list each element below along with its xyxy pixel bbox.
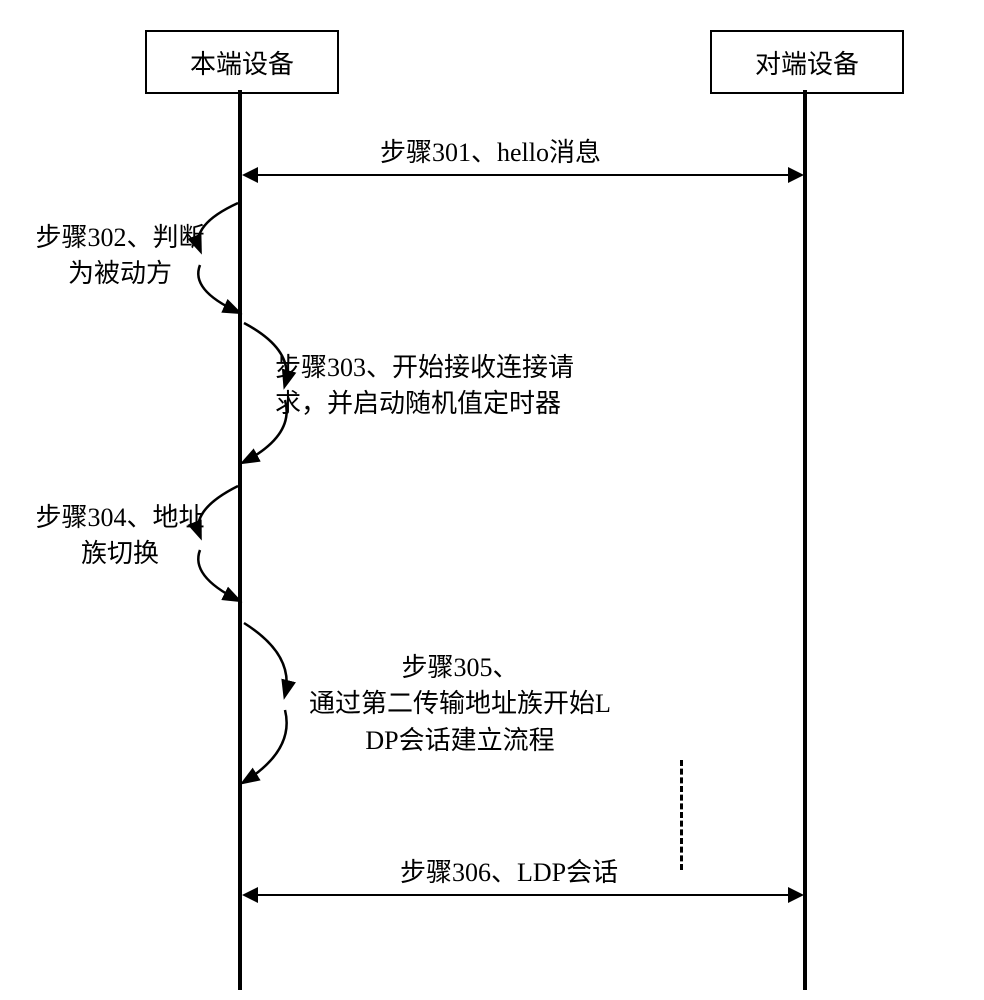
arrowhead-step306-left [242, 887, 258, 903]
label-step302: 步骤302、判断 为被动方 [20, 220, 220, 293]
label-step301: 步骤301、hello消息 [380, 135, 601, 171]
participant-remote-label: 对端设备 [755, 44, 859, 81]
arrow-step301 [252, 174, 792, 176]
dashed-continuation [680, 760, 683, 870]
participant-local: 本端设备 [145, 30, 339, 94]
participant-local-label: 本端设备 [190, 44, 294, 81]
label-step304: 步骤304、地址 族切换 [20, 500, 220, 573]
lifeline-remote [803, 90, 807, 990]
participant-remote: 对端设备 [710, 30, 904, 94]
label-step305: 步骤305、 通过第二传输地址族开始L DP会话建立流程 [290, 650, 630, 759]
label-step306: 步骤306、LDP会话 [400, 855, 618, 891]
arrow-step306 [252, 894, 792, 896]
arrowhead-step301-right [788, 167, 804, 183]
arrowhead-step306-right [788, 887, 804, 903]
arrowhead-step301-left [242, 167, 258, 183]
label-step303: 步骤303、开始接收连接请 求，并启动随机值定时器 [275, 350, 635, 423]
sequence-diagram-canvas: 本端设备 对端设备 步骤301、hello消息 步骤302、判断 为被动方 [0, 0, 984, 1000]
